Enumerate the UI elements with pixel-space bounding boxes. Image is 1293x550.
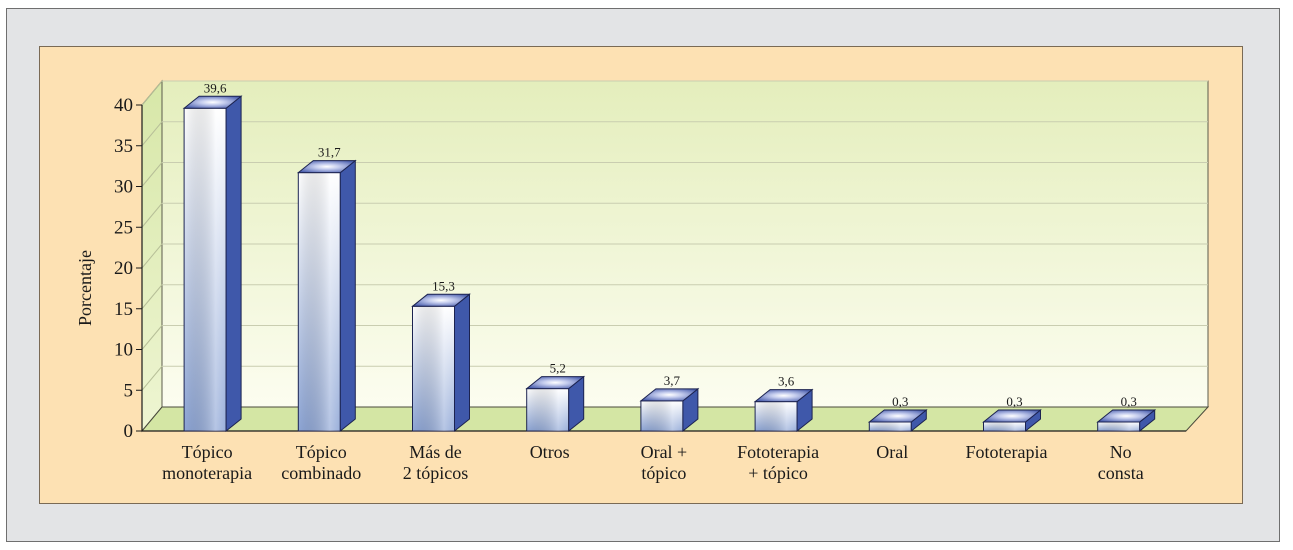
bar-top <box>753 389 814 403</box>
bar-top <box>525 376 586 390</box>
category-label: No consta <box>1098 442 1144 483</box>
bar-top <box>296 160 357 174</box>
bar-front-shade <box>755 401 798 431</box>
bar <box>753 388 814 433</box>
category-label: Fototerapia <box>966 442 1048 462</box>
gridline-side <box>141 162 163 187</box>
bar-front-shade <box>298 172 341 431</box>
bar-side <box>454 293 470 433</box>
category-label: Oral + tópico <box>641 442 688 483</box>
bar-top <box>639 388 700 402</box>
gridline-side <box>141 202 163 228</box>
bar-top <box>1096 409 1157 423</box>
bar-front-shade <box>1097 422 1140 431</box>
value-label: 0,3 <box>1006 394 1022 409</box>
bar-front-shade <box>640 400 683 431</box>
category-label: Otros <box>530 442 570 462</box>
bar <box>982 408 1042 433</box>
bar-top <box>982 409 1042 423</box>
labels: 39,6 Tópico monoterapia 31,7 Tópico combinado… <box>162 80 1144 483</box>
bar-side <box>339 159 356 433</box>
value-label: 0,3 <box>1121 394 1137 409</box>
bars <box>182 95 1157 433</box>
gridline-side <box>141 243 163 269</box>
y-tick-label: 20 <box>114 258 133 279</box>
bar-front-shade <box>412 306 455 431</box>
gridline-side <box>141 284 163 310</box>
category-label: Fototerapia + tópico <box>737 442 819 483</box>
value-label: 39,6 <box>204 80 227 95</box>
gridline-side <box>141 325 163 350</box>
bar-top <box>867 409 928 423</box>
value-label: 5,2 <box>550 361 566 376</box>
bar <box>525 375 586 433</box>
gridline-side <box>141 80 163 106</box>
bar <box>182 95 243 433</box>
y-tick-label: 40 <box>114 95 133 116</box>
y-tick-label: 15 <box>114 299 133 320</box>
bar-front-shade <box>983 422 1026 431</box>
y-tick-label: 35 <box>114 136 133 157</box>
bar-top <box>411 293 471 307</box>
y-tick-label: 5 <box>124 380 134 401</box>
bar-front-shade <box>184 108 227 431</box>
bar-front-shade <box>869 422 912 431</box>
gridline-side <box>141 365 163 391</box>
gridline-side <box>141 121 163 147</box>
bar <box>639 387 700 433</box>
value-label: 3,7 <box>664 373 681 388</box>
y-axis-title: Porcentaje <box>75 250 95 326</box>
category-label: Tópico monoterapia <box>162 442 252 483</box>
y-tick-label: 25 <box>114 217 133 238</box>
value-label: 15,3 <box>432 278 455 293</box>
value-label: 3,6 <box>778 374 795 389</box>
category-label: Más de 2 tópicos <box>403 442 469 483</box>
bar-front-shade <box>526 388 569 431</box>
category-label: Tópico combinado <box>281 442 361 483</box>
bar-top <box>182 95 243 109</box>
category-label: Oral <box>876 442 908 462</box>
bar <box>1096 408 1157 433</box>
bar-side <box>225 95 242 433</box>
value-label: 31,7 <box>318 145 341 160</box>
y-tick-label: 30 <box>114 177 133 198</box>
bar <box>411 293 471 433</box>
y-tick-label: 0 <box>124 421 134 442</box>
bar <box>296 159 357 433</box>
y-tick-label: 10 <box>114 340 133 361</box>
value-label: 0,3 <box>892 394 908 409</box>
bar <box>867 408 928 433</box>
